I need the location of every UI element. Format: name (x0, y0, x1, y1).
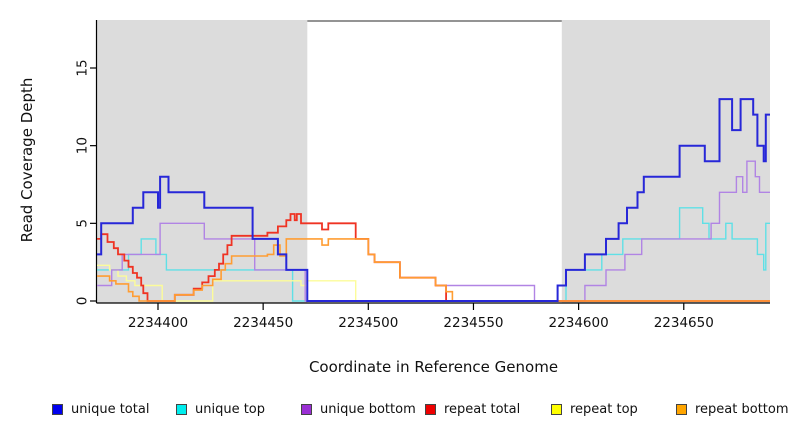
x-tick-label: 2234600 (549, 315, 609, 331)
series-unique-total (97, 98, 770, 302)
y-tick-label: 5 (75, 219, 91, 228)
x-tick-label: 2234550 (443, 315, 503, 331)
x-tick-label: 2234400 (128, 315, 188, 331)
series-repeat-total (97, 213, 770, 302)
series-unique-bottom (97, 160, 770, 302)
x-tick-label: 2234450 (233, 315, 293, 331)
series-repeat-bottom (97, 238, 770, 302)
x-tick-label: 2234500 (338, 315, 398, 331)
shaded-region-1 (561, 20, 770, 303)
y-tick-label: 0 (75, 297, 91, 306)
y-tick-label: 10 (75, 137, 91, 154)
y-axis-label: Read Coverage Depth (18, 77, 36, 243)
x-tick-label: 2234650 (654, 315, 714, 331)
y-tick-label: 15 (75, 59, 91, 76)
x-axis-label: Coordinate in Reference Genome (308, 358, 559, 376)
shaded-region-0 (97, 20, 308, 303)
